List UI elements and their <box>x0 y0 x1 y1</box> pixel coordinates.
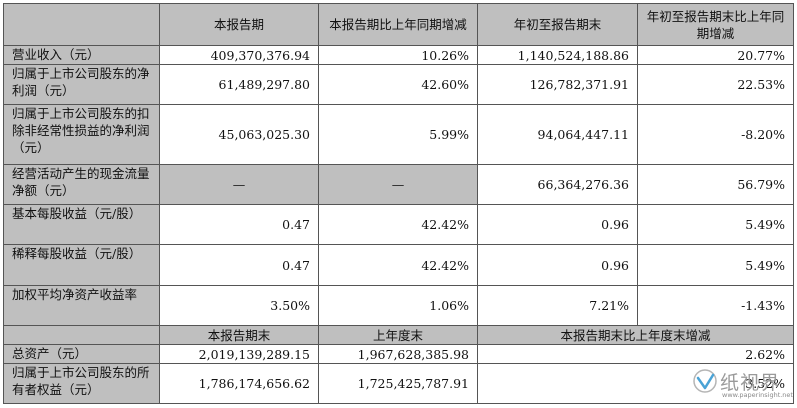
cell-value: 42.42% <box>318 244 478 286</box>
table-row: 总资产（元） 2,019,139,289.15 1,967,628,385.98… <box>3 344 794 364</box>
cell-value: 0.96 <box>477 204 638 245</box>
header-corner-cell <box>3 3 160 46</box>
row-label: 总资产（元） <box>3 344 160 364</box>
cell-value: -1.43% <box>637 285 794 326</box>
table-row: 营业收入（元） 409,370,376.94 10.26% 1,140,524,… <box>3 45 794 65</box>
table-row: 基本每股收益（元/股） 0.47 42.42% 0.96 5.49% <box>3 204 794 245</box>
watermark-logo-icon <box>693 369 717 393</box>
cell-value: 126,782,371.91 <box>477 64 638 105</box>
header-ytd-change: 年初至报告期末比上年同期增减 <box>637 3 794 46</box>
subheader-prior-year-end: 上年度末 <box>318 325 478 345</box>
row-label: 稀释每股收益（元/股） <box>3 244 160 286</box>
subheader-change: 本报告期末比上年度末增减 <box>477 325 794 345</box>
table-row: 加权平均净资产收益率 3.50% 1.06% 7.21% -1.43% <box>3 285 794 326</box>
table-row: 归属于上市公司股东的所有者权益（元） 1,786,174,656.62 1,72… <box>3 363 794 404</box>
table-subheader-row: 本报告期末 上年度末 本报告期末比上年度末增减 <box>3 325 794 345</box>
cell-value: 3.52% <box>477 363 794 404</box>
cell-value: 5.99% <box>318 104 478 165</box>
cell-dash: — <box>159 164 319 205</box>
table-row: 归属于上市公司股东的扣除非经常性损益的净利润（元） 45,063,025.30 … <box>3 104 794 165</box>
header-current-period-change: 本报告期比上年同期增减 <box>318 3 478 46</box>
table-row: 稀释每股收益（元/股） 0.47 42.42% 0.96 5.49% <box>3 244 794 286</box>
cell-value: 1,967,628,385.98 <box>318 344 478 364</box>
row-label: 归属于上市公司股东的净利润（元） <box>3 64 160 105</box>
watermark-url: www.paperinsight.net <box>722 391 793 399</box>
row-label: 营业收入（元） <box>3 45 160 65</box>
cell-value: 2.62% <box>477 344 794 364</box>
subheader-period-end: 本报告期末 <box>159 325 319 345</box>
cell-value: 42.60% <box>318 64 478 105</box>
cell-value: 2,019,139,289.15 <box>159 344 319 364</box>
cell-value: 409,370,376.94 <box>159 45 319 65</box>
row-label: 归属于上市公司股东的所有者权益（元） <box>3 363 160 404</box>
cell-value: 56.79% <box>637 164 794 205</box>
financial-table: 本报告期 本报告期比上年同期增减 年初至报告期末 年初至报告期末比上年同期增减 … <box>3 3 794 404</box>
cell-value: 1,140,524,188.86 <box>477 45 638 65</box>
cell-value: 1,786,174,656.62 <box>159 363 319 404</box>
cell-value: 1.06% <box>318 285 478 326</box>
cell-value: 20.77% <box>637 45 794 65</box>
cell-value: 66,364,276.36 <box>477 164 638 205</box>
subheader-corner-cell <box>3 325 160 345</box>
watermark-text: 纸视界 <box>720 372 781 394</box>
cell-dash: — <box>318 164 478 205</box>
cell-value: 94,064,447.11 <box>477 104 638 165</box>
cell-value: 5.49% <box>637 204 794 245</box>
cell-value: 0.47 <box>159 244 319 286</box>
cell-value: 0.47 <box>159 204 319 245</box>
header-current-period: 本报告期 <box>159 3 319 46</box>
cell-value: 3.50% <box>159 285 319 326</box>
watermark: 纸视界 www.paperinsight.net <box>690 368 797 408</box>
header-ytd: 年初至报告期末 <box>477 3 638 46</box>
cell-value: 5.49% <box>637 244 794 286</box>
cell-value: 61,489,297.80 <box>159 64 319 105</box>
cell-value: -8.20% <box>637 104 794 165</box>
row-label: 归属于上市公司股东的扣除非经常性损益的净利润（元） <box>3 104 160 165</box>
table-row: 经营活动产生的现金流量净额（元） — — 66,364,276.36 56.79… <box>3 164 794 205</box>
row-label: 经营活动产生的现金流量净额（元） <box>3 164 160 205</box>
cell-value: 42.42% <box>318 204 478 245</box>
row-label: 基本每股收益（元/股） <box>3 204 160 245</box>
cell-value: 1,725,425,787.91 <box>318 363 478 404</box>
row-label: 加权平均净资产收益率 <box>3 285 160 326</box>
cell-value: 10.26% <box>318 45 478 65</box>
cell-value: 22.53% <box>637 64 794 105</box>
cell-value: 7.21% <box>477 285 638 326</box>
table-row: 归属于上市公司股东的净利润（元） 61,489,297.80 42.60% 12… <box>3 64 794 105</box>
cell-value: 0.96 <box>477 244 638 286</box>
table-header-row: 本报告期 本报告期比上年同期增减 年初至报告期末 年初至报告期末比上年同期增减 <box>3 3 794 46</box>
cell-value: 45,063,025.30 <box>159 104 319 165</box>
